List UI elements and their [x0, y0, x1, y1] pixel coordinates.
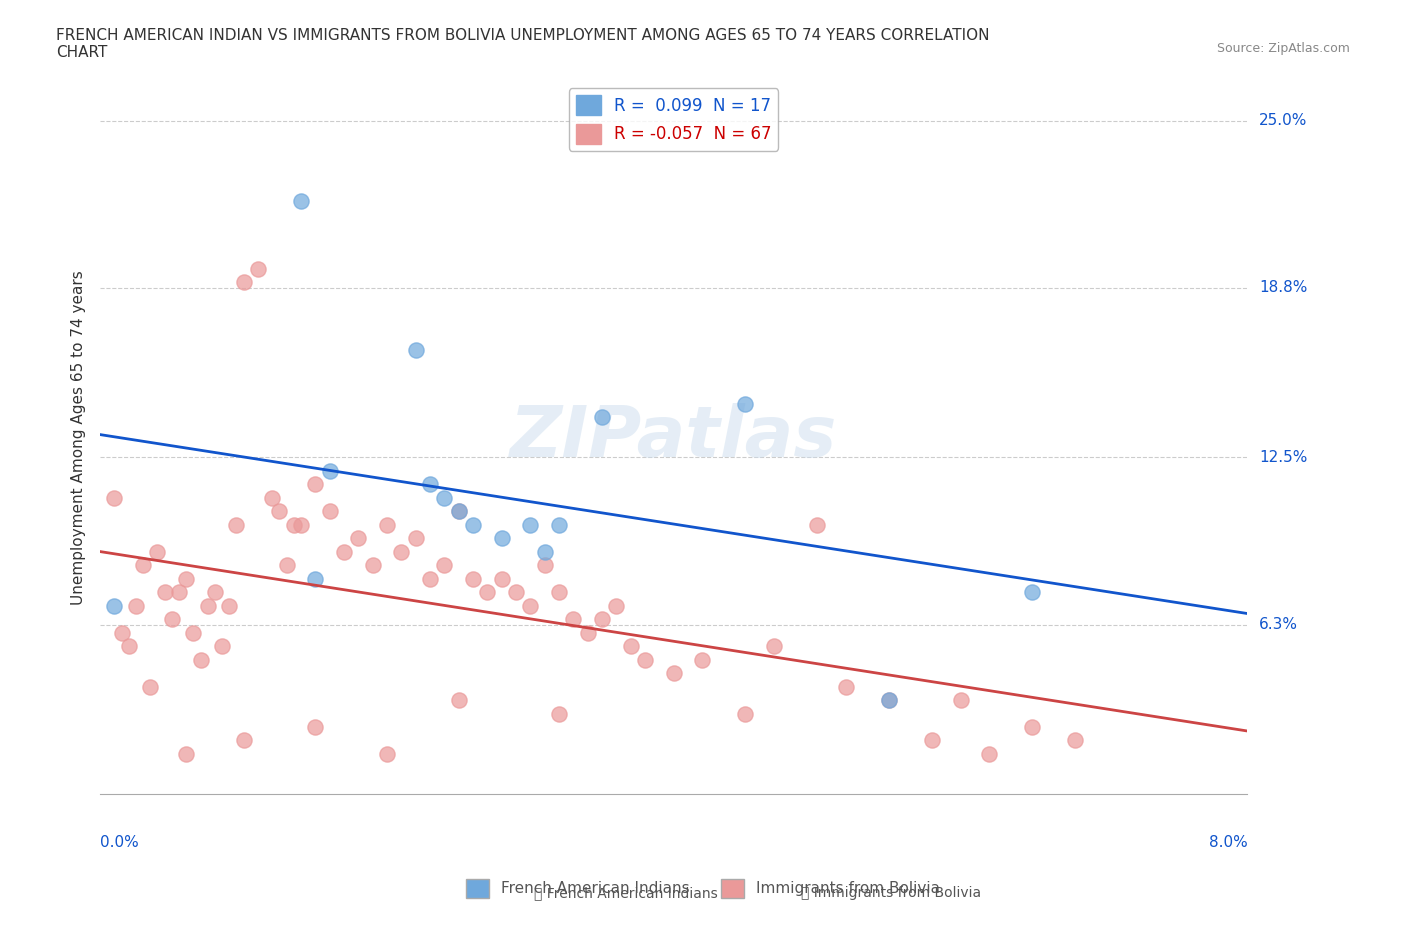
Point: [304, 477, 326, 492]
Point: [562, 612, 585, 627]
Point: [461, 571, 484, 586]
Point: [662, 666, 685, 681]
Point: [763, 639, 786, 654]
Point: [283, 517, 305, 532]
Point: [190, 652, 212, 667]
Point: [160, 612, 183, 627]
Point: [477, 585, 499, 600]
Point: [246, 261, 269, 276]
Point: [605, 598, 627, 613]
Point: [232, 733, 254, 748]
Point: [447, 693, 470, 708]
Point: [262, 490, 284, 505]
Text: FRENCH AMERICAN INDIAN VS IMMIGRANTS FROM BOLIVIA UNEMPLOYMENT AMONG AGES 65 TO : FRENCH AMERICAN INDIAN VS IMMIGRANTS FRO…: [56, 28, 990, 60]
Point: [204, 585, 226, 600]
Point: [1021, 720, 1043, 735]
Text: ZIPatlas: ZIPatlas: [510, 403, 838, 472]
Point: [225, 517, 247, 532]
Point: [103, 598, 125, 613]
Point: [519, 517, 541, 532]
Point: [576, 625, 599, 640]
Text: Source: ZipAtlas.com: Source: ZipAtlas.com: [1216, 42, 1350, 55]
Point: [877, 693, 900, 708]
Point: [806, 517, 828, 532]
Point: [174, 571, 197, 586]
Text: 6.3%: 6.3%: [1258, 618, 1298, 632]
Y-axis label: Unemployment Among Ages 65 to 74 years: Unemployment Among Ages 65 to 74 years: [72, 270, 86, 604]
Point: [153, 585, 176, 600]
Point: [1064, 733, 1087, 748]
Point: [139, 679, 162, 694]
Point: [491, 571, 513, 586]
Point: [290, 517, 312, 532]
Point: [197, 598, 219, 613]
Point: [519, 598, 541, 613]
Point: [533, 544, 555, 559]
Point: [211, 639, 233, 654]
Point: [548, 706, 571, 721]
Point: [276, 558, 298, 573]
Point: [111, 625, 134, 640]
Point: [405, 342, 427, 357]
Point: [132, 558, 155, 573]
Legend: R =  0.099  N = 17, R = -0.057  N = 67: R = 0.099 N = 17, R = -0.057 N = 67: [569, 88, 779, 151]
Legend: French American Indians, Immigrants from Bolivia: French American Indians, Immigrants from…: [460, 873, 946, 904]
Point: [461, 517, 484, 532]
Point: [949, 693, 972, 708]
Point: [103, 490, 125, 505]
Point: [290, 194, 312, 209]
Point: [734, 706, 756, 721]
Point: [835, 679, 858, 694]
Point: [146, 544, 169, 559]
Point: [269, 504, 291, 519]
Point: [734, 396, 756, 411]
Text: 0.0%: 0.0%: [100, 835, 139, 850]
Point: [405, 531, 427, 546]
Point: [591, 612, 613, 627]
Point: [304, 720, 326, 735]
Point: [419, 571, 441, 586]
Point: [447, 504, 470, 519]
Point: [1021, 585, 1043, 600]
Point: [921, 733, 943, 748]
Point: [375, 517, 398, 532]
Point: [333, 544, 356, 559]
Text: 18.8%: 18.8%: [1258, 280, 1308, 295]
Point: [183, 625, 205, 640]
Point: [167, 585, 190, 600]
Point: [877, 693, 900, 708]
Point: [620, 639, 643, 654]
Text: 8.0%: 8.0%: [1209, 835, 1247, 850]
Point: [433, 490, 456, 505]
Point: [347, 531, 370, 546]
Point: [505, 585, 527, 600]
Point: [232, 274, 254, 289]
Point: [318, 504, 340, 519]
Text: 25.0%: 25.0%: [1258, 113, 1308, 128]
Point: [125, 598, 148, 613]
Point: [433, 558, 456, 573]
Text: ⬜ Immigrants from Bolivia: ⬜ Immigrants from Bolivia: [801, 885, 981, 900]
Text: ⬜ French American Indians: ⬜ French American Indians: [534, 885, 718, 900]
Point: [304, 571, 326, 586]
Point: [375, 747, 398, 762]
Point: [218, 598, 240, 613]
Point: [447, 504, 470, 519]
Point: [692, 652, 714, 667]
Point: [118, 639, 141, 654]
Point: [389, 544, 412, 559]
Point: [979, 747, 1001, 762]
Point: [491, 531, 513, 546]
Text: 12.5%: 12.5%: [1258, 450, 1308, 465]
Point: [591, 409, 613, 424]
Point: [174, 747, 197, 762]
Point: [548, 517, 571, 532]
Point: [533, 558, 555, 573]
Point: [548, 585, 571, 600]
Point: [361, 558, 384, 573]
Point: [634, 652, 657, 667]
Point: [318, 463, 340, 478]
Point: [419, 477, 441, 492]
